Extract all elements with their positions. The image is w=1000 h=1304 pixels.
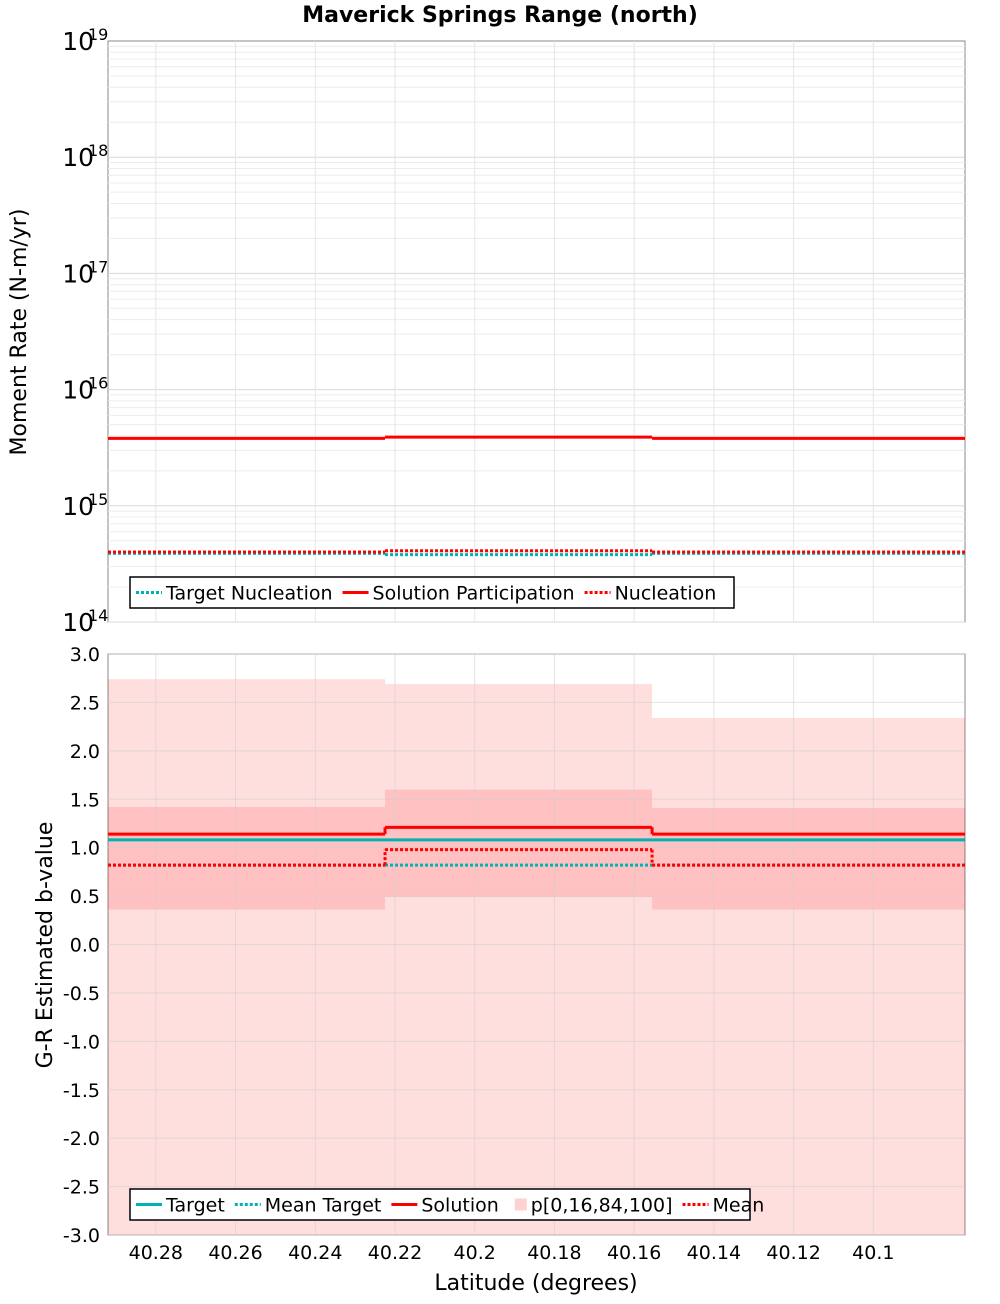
x-tick-label: 40.18 <box>527 1242 581 1264</box>
band-p0-p100 <box>108 679 386 1235</box>
legend-label: Target Nucleation <box>165 583 333 605</box>
y-tick-label: 1.0 <box>70 838 100 860</box>
y-tick-label-base: 10 <box>62 259 94 288</box>
x-tick-label: 40.22 <box>368 1242 422 1264</box>
y-tick-label: -2.0 <box>63 1128 100 1150</box>
y-tick-label: -1.5 <box>63 1080 100 1102</box>
y-tick-label-exponent: 19 <box>88 25 108 44</box>
x-tick-label: 40.28 <box>129 1242 183 1264</box>
legend-label: Solution Participation <box>373 583 575 605</box>
y-tick-label: 3.0 <box>70 644 100 666</box>
moment-rate-plot-area <box>107 40 966 623</box>
b-value-bands <box>108 679 965 1235</box>
y-tick-label: -0.5 <box>63 983 100 1005</box>
series-nucleation <box>108 549 965 554</box>
x-tick-label: 40.2 <box>454 1242 496 1264</box>
legend-label: Mean Target <box>265 1195 382 1217</box>
legend-box <box>129 576 735 609</box>
y-tick-label: 2.0 <box>70 741 100 763</box>
y-tick-label-exponent: 15 <box>88 490 108 509</box>
b-value-series <box>108 825 965 867</box>
x-tick-label: 40.1 <box>852 1242 894 1264</box>
b-value-legend: Target Mean Target Solution p[0,16,84,100] M… <box>129 1188 765 1221</box>
band-p16-p84 <box>385 789 653 898</box>
x-axis-label: Latitude (degrees) <box>434 1271 637 1296</box>
y-tick-label-base: 10 <box>62 143 94 172</box>
y-tick-label-exponent: 16 <box>88 374 108 393</box>
legend-label: p[0,16,84,100] <box>531 1195 673 1217</box>
x-tick-label: 40.24 <box>288 1242 342 1264</box>
b-value-grid <box>108 653 965 1236</box>
legend-label: Nucleation <box>615 583 717 605</box>
y-tick-label-base: 10 <box>62 608 94 637</box>
legend-label: Target <box>165 1195 225 1217</box>
y-tick-label: 0.0 <box>70 935 100 957</box>
band-p0-p100 <box>652 717 965 1235</box>
y-tick-label-base: 10 <box>62 376 94 405</box>
y-tick-label-base: 10 <box>62 492 94 521</box>
legend-label: Mean <box>713 1195 765 1217</box>
b-value-panel: 3.0 2.5 2.0 1.5 1.0 0.5 0.0 -0.5 -1.0 -1.5 -2.0 -2.… <box>33 644 966 1296</box>
y-tick-label-base: 10 <box>62 27 94 56</box>
y-tick-label-exponent: 18 <box>88 141 108 160</box>
b-value-y-ticks: 3.0 2.5 2.0 1.5 1.0 0.5 0.0 -0.5 -1.0 -1.5 -2.0 -2.… <box>63 644 100 1247</box>
band-p16-p84 <box>652 807 965 910</box>
band-p16-p84 <box>108 806 386 910</box>
moment-rate-y-axis-label: Moment Rate (N-m/yr) <box>7 209 32 456</box>
legend-swatch <box>514 1198 527 1211</box>
y-tick-label: 2.5 <box>70 692 100 714</box>
y-tick-label: -3.0 <box>63 1225 100 1247</box>
y-tick-label: -2.5 <box>63 1177 100 1199</box>
chart-title: Maverick Springs Range (north) <box>302 3 698 28</box>
y-tick-label-exponent: 17 <box>88 257 108 276</box>
x-tick-label: 40.12 <box>766 1242 820 1264</box>
band-p0-p100 <box>385 684 653 1235</box>
moment-rate-legend: Target Nucleation Solution Participation N… <box>129 576 735 609</box>
y-tick-label: 0.5 <box>70 886 100 908</box>
y-tick-label: -1.0 <box>63 1031 100 1053</box>
series-solution <box>108 825 965 836</box>
x-tick-label: 40.16 <box>607 1242 661 1264</box>
series-mean <box>108 848 965 867</box>
legend-label: Solution <box>421 1195 498 1217</box>
b-value-x-ticks: 40.28 40.26 40.24 40.22 40.2 40.18 40.16 40.14 4… <box>129 1242 895 1264</box>
x-tick-label: 40.26 <box>208 1242 262 1264</box>
b-value-y-axis-label: G-R Estimated b-value <box>33 822 58 1069</box>
series-solution-participation <box>108 435 965 440</box>
x-tick-label: 40.14 <box>687 1242 741 1264</box>
y-tick-label-exponent: 14 <box>88 606 108 625</box>
legend-box <box>129 1188 751 1221</box>
y-tick-label: 1.5 <box>70 789 100 811</box>
moment-rate-series <box>108 435 965 557</box>
